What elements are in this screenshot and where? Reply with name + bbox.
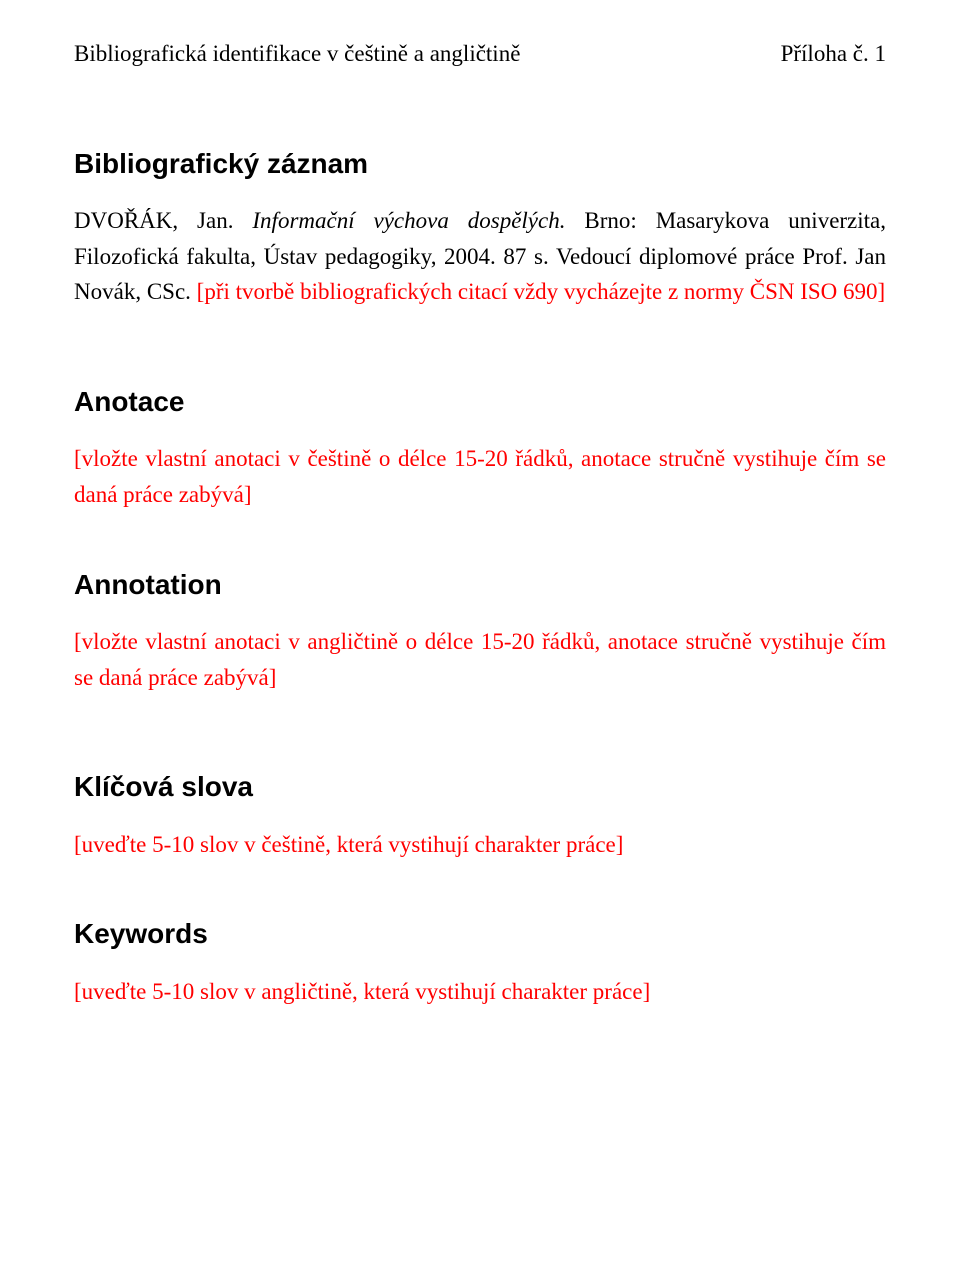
bibrecord-paragraph: DVOŘÁK, Jan. Informační výchova dospělýc…: [74, 203, 886, 310]
heading-keywords: Keywords: [74, 912, 886, 955]
page-header: Bibliografická identifikace v češtině a …: [74, 36, 886, 72]
header-left: Bibliografická identifikace v češtině a …: [74, 36, 520, 72]
keywords-text: [uveďte 5-10 slov v angličtině, která vy…: [74, 974, 886, 1010]
heading-bibrecord: Bibliografický záznam: [74, 142, 886, 185]
heading-annotation: Annotation: [74, 563, 886, 606]
bibrecord-title: Informační výchova dospělých.: [252, 208, 565, 233]
header-right: Příloha č. 1: [781, 36, 886, 72]
bibrecord-author: DVOŘÁK, Jan.: [74, 208, 252, 233]
heading-anotace: Anotace: [74, 380, 886, 423]
heading-klicova: Klíčová slova: [74, 765, 886, 808]
annotation-text: [vložte vlastní anotaci v angličtině o d…: [74, 624, 886, 695]
page: Bibliografická identifikace v češtině a …: [0, 0, 960, 1277]
klicova-text: [uveďte 5-10 slov v češtině, která vysti…: [74, 827, 886, 863]
bibrecord-note: [při tvorbě bibliografických citací vždy…: [197, 279, 886, 304]
anotace-text: [vložte vlastní anotaci v češtině o délc…: [74, 441, 886, 512]
